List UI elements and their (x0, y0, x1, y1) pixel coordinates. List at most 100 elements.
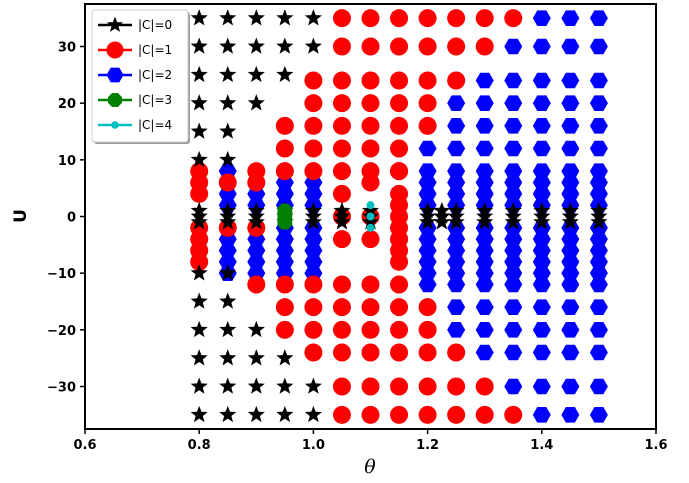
data-point (475, 405, 494, 424)
data-point (447, 322, 466, 338)
data-point (276, 349, 294, 366)
data-point (475, 118, 494, 134)
data-point (276, 9, 294, 26)
data-point (219, 150, 237, 168)
x-axis-label: θ (364, 456, 376, 478)
data-point (247, 213, 265, 230)
data-point (275, 298, 294, 317)
legend-label: |C|=4 (138, 118, 172, 132)
data-point (247, 65, 265, 83)
data-point (332, 230, 351, 249)
data-point (504, 95, 523, 111)
data-point (504, 38, 523, 55)
data-point (361, 37, 380, 56)
data-point (475, 9, 494, 28)
data-point (304, 71, 323, 90)
data-point (390, 162, 409, 181)
data-point (304, 9, 322, 26)
data-point (532, 344, 551, 361)
data-point (475, 95, 494, 111)
data-point (361, 9, 380, 28)
data-point (275, 116, 294, 135)
data-point (561, 322, 580, 338)
data-point (589, 10, 608, 26)
data-point (190, 184, 209, 203)
data-point (447, 299, 466, 315)
data-point (219, 320, 237, 338)
data-point (275, 275, 294, 294)
data-point (390, 116, 409, 135)
data-point (504, 276, 523, 293)
data-point (504, 118, 523, 134)
data-point (532, 72, 551, 89)
data-point (390, 377, 409, 396)
x-tick-label: 1.2 (416, 438, 439, 453)
data-point (447, 118, 466, 134)
data-point (304, 298, 323, 317)
data-point (447, 213, 465, 230)
data-point (589, 407, 608, 423)
data-point (304, 162, 323, 181)
data-point (332, 377, 351, 396)
data-point (447, 377, 466, 396)
data-point (275, 139, 294, 158)
legend-marker (106, 67, 124, 83)
y-tick-label: −10 (47, 267, 76, 282)
series-3 (277, 203, 293, 230)
data-point (589, 95, 608, 111)
data-point (390, 298, 409, 317)
data-point (418, 37, 437, 56)
data-point (190, 9, 208, 26)
data-point (304, 405, 322, 423)
y-tick-label: 20 (58, 97, 76, 112)
data-point (332, 343, 351, 362)
data-point (361, 275, 380, 294)
data-point (418, 9, 437, 28)
data-point (561, 276, 580, 293)
data-point (366, 223, 375, 232)
plot-frame (84, 3, 657, 430)
data-point (532, 407, 551, 423)
data-point (332, 320, 351, 339)
data-point (332, 405, 351, 424)
data-point (532, 378, 551, 395)
data-point (390, 71, 409, 90)
data-point (276, 37, 294, 54)
data-point (561, 344, 580, 361)
legend-label: |C|=2 (138, 68, 172, 82)
data-point (504, 9, 523, 28)
legend-label: |C|=3 (138, 93, 172, 107)
y-tick-label: 10 (58, 154, 76, 169)
data-point (361, 230, 380, 249)
data-point (418, 405, 437, 424)
axis-ticks: 0.6 0.8 1.0 1.2 1.4 1.6 −30 −20 −10 0 10 20 30 (47, 41, 668, 454)
data-point (219, 264, 237, 281)
data-point (276, 65, 294, 83)
data-point (190, 292, 208, 309)
data-point (332, 184, 351, 203)
data-point (190, 122, 208, 139)
data-point (475, 140, 494, 157)
data-point (304, 94, 323, 113)
data-point (219, 9, 237, 26)
data-point (219, 405, 237, 423)
data-point (475, 377, 494, 396)
legend-label: |C|=1 (138, 43, 172, 57)
data-point (447, 276, 466, 293)
data-point (361, 94, 380, 113)
data-point (332, 275, 351, 294)
data-point (504, 344, 523, 361)
data-point (475, 37, 494, 56)
data-point (589, 72, 608, 89)
data-point (561, 407, 580, 423)
data-point (190, 377, 208, 394)
data-point (419, 213, 437, 230)
data-point (418, 377, 437, 396)
data-point (390, 405, 409, 424)
data-point (418, 71, 437, 90)
series-4 (366, 201, 375, 232)
data-point (447, 71, 466, 90)
data-point (476, 213, 494, 230)
data-point (418, 343, 437, 362)
